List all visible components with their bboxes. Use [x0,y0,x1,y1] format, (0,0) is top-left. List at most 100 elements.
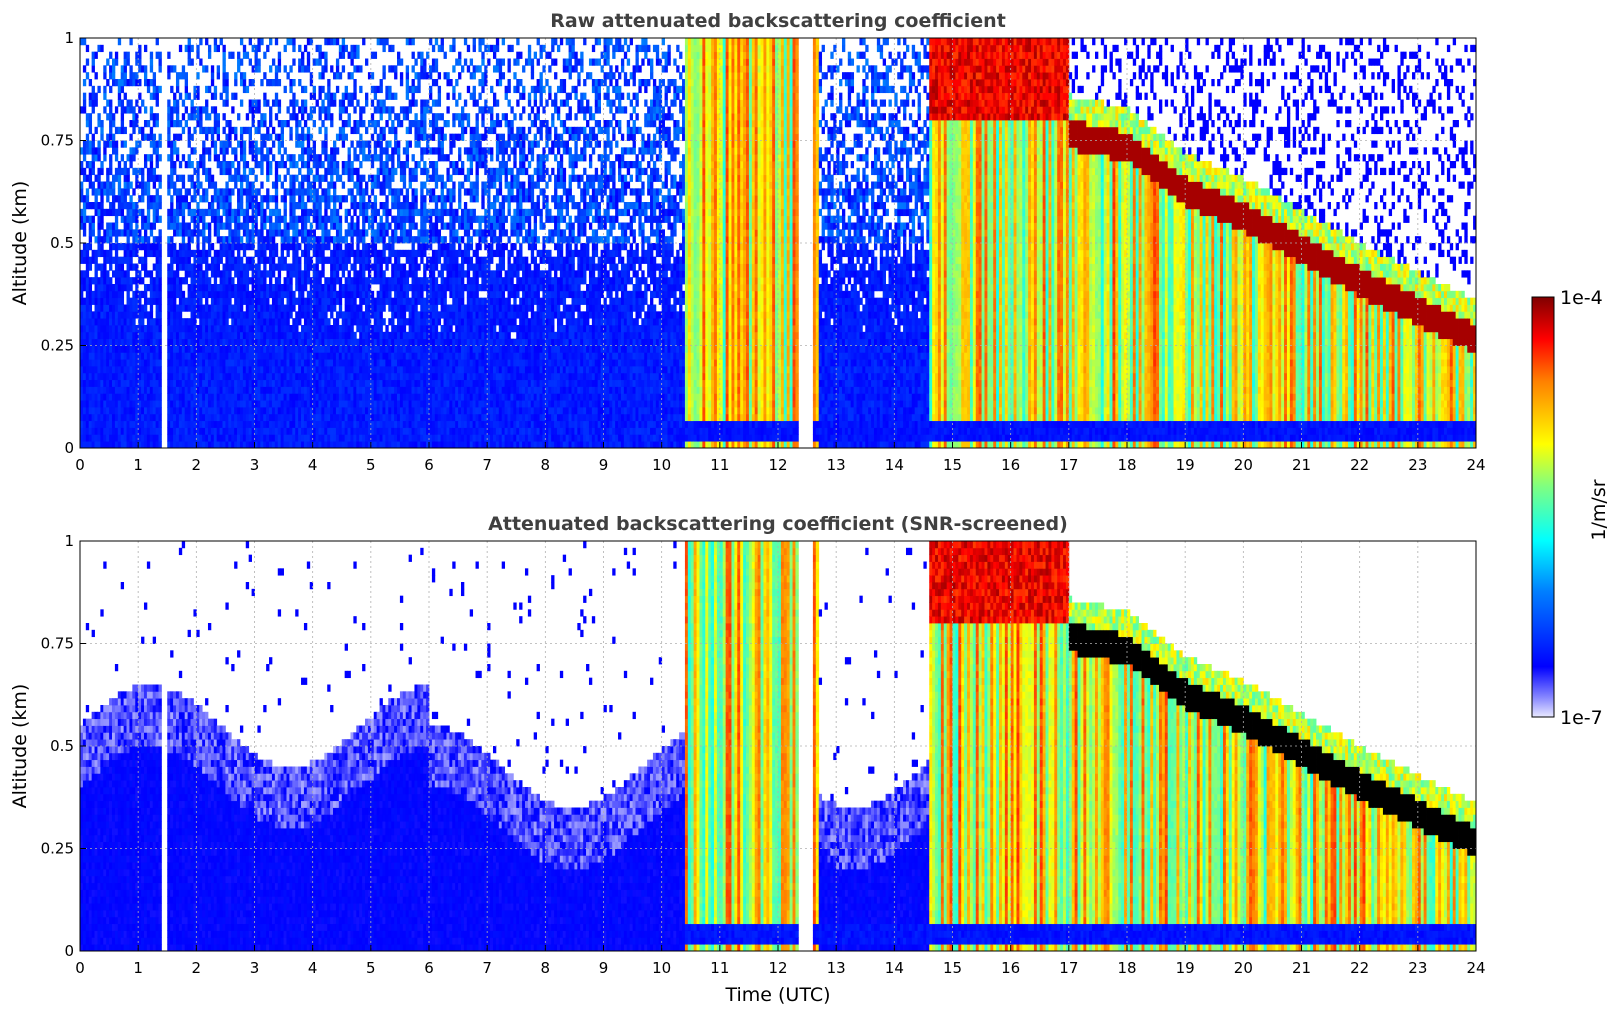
heat-cell [303,236,308,244]
heat-cell [181,352,186,360]
heat-cell [184,366,189,374]
heat-cell [333,427,337,435]
heat-cell [216,44,220,53]
heat-cell [100,181,104,189]
heat-cell [333,359,337,367]
heat-cell [120,338,125,346]
heat-cell [289,290,293,299]
heat-cell [178,441,183,449]
heat-cell [263,352,267,360]
heat-cell [327,345,331,353]
heat-cell [88,99,93,107]
heat-cell [263,366,267,374]
heat-cell [103,208,107,217]
heat-cell [251,393,255,401]
heat-cell [222,407,226,415]
heat-cell [178,372,183,381]
heat-cell [82,249,87,258]
heat-cell [129,202,133,210]
heat-cell [277,65,282,73]
heat-cell [405,92,410,100]
heat-cell [257,106,261,114]
heat-cell [158,407,162,415]
heat-cell [219,140,223,148]
heat-cell [292,372,296,381]
heat-cell [248,256,252,264]
heat-cell [213,413,218,422]
heat-cell [254,174,258,182]
heat-cell [362,297,366,305]
heat-cell [190,133,194,141]
heat-cell [260,372,264,381]
heat-cell [318,290,322,299]
heat-cell [306,297,311,305]
heat-cell [120,99,125,107]
heat-cell [274,304,279,312]
heat-cell [117,366,122,374]
heat-cell [117,263,122,271]
heat-cell [397,352,401,360]
heat-cell [408,318,412,326]
heat-cell [306,379,311,387]
heat-cell [94,290,98,299]
heat-cell [88,284,93,292]
heat-cell [362,256,366,264]
heat-cell [170,154,174,162]
heat-cell [126,243,130,251]
heat-cell [283,147,287,155]
heat-cell [356,345,360,353]
heat-cell [106,393,110,401]
heat-cell [114,167,119,176]
heat-cell [394,140,398,148]
heat-cell [292,181,296,189]
heat-cell [405,188,410,196]
heat-cell [321,243,325,251]
heat-cell [175,420,180,428]
heat-cell [251,325,255,333]
heat-cell [146,188,151,196]
heat-cell [85,372,90,381]
heat-cell [234,366,238,374]
heat-cell [97,304,101,312]
heat-cell [274,311,279,319]
heat-cell [379,427,383,435]
heat-cell [251,222,255,230]
heat-cell [225,331,229,340]
heat-cell [289,400,293,408]
heat-cell [80,379,84,387]
heat-cell [306,393,311,401]
heat-cell [222,372,226,381]
heat-cell [207,249,212,258]
heat-cell [126,58,130,66]
heat-cell [248,106,252,114]
heat-cell [228,352,232,360]
heat-cell [269,338,273,346]
heat-cell [367,243,372,251]
heat-cell [231,188,235,196]
heat-cell [321,345,325,353]
heat-cell [91,359,95,367]
heat-cell [149,113,154,121]
heat-cell [126,79,130,87]
heat-cell [187,366,191,374]
heat-cell [367,120,372,128]
heat-cell [318,277,322,285]
heat-cell [394,236,398,244]
heat-cell [117,284,122,292]
heat-cell [85,174,90,182]
heat-cell [382,304,386,312]
heat-cell [251,99,255,107]
heat-cell [388,167,392,176]
heat-cell [254,407,258,415]
heat-cell [216,188,220,196]
heat-cell [269,427,273,435]
heat-cell [370,325,375,333]
heat-cell [341,140,346,148]
heat-cell [149,65,154,73]
heat-cell [277,106,282,114]
heat-cell [117,386,122,394]
heat-cell [242,318,247,326]
heat-cell [402,318,407,326]
heat-cell [242,400,247,408]
heat-cell [152,249,157,258]
